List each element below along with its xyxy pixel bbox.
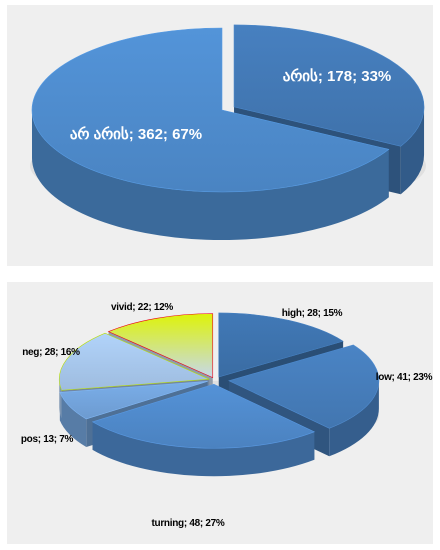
pie-slice-neg [59, 332, 210, 391]
pie-slice-pos [59, 381, 208, 420]
data-label-high: high; 28; 15% [282, 308, 343, 319]
pie-slice-არის [233, 24, 425, 147]
slice-rim-turning [92, 421, 315, 477]
slice-rim-pos [59, 392, 87, 447]
data-label-არის: არის; 178; 33% [283, 68, 392, 85]
data-label-არ არის: არ არის; 362; 67% [70, 126, 202, 143]
chart-panel-2: high; 28; 15% low; 41; 23% turning; 48; 27… [7, 282, 433, 544]
pie-slice-low [228, 344, 380, 429]
chart-panel-1: არის; 178; 33% არ არის; 362; 67% [7, 5, 433, 266]
pie-slice-vivid [107, 313, 214, 379]
pie-chart-2: high; 28; 15% low; 41; 23% turning; 48; 27… [21, 302, 433, 529]
slice-rim-არ არის [32, 110, 389, 240]
pie-slice-turning [91, 383, 316, 449]
data-label-neg: neg; 28; 16% [22, 347, 80, 358]
data-label-turning: turning; 48; 27% [152, 518, 225, 529]
pie-slice-high [218, 312, 344, 378]
pie-slice-არ არის [31, 27, 390, 193]
slice-rim-low [329, 380, 379, 457]
pie-chart-1: არის; 178; 33% არ არის; 362; 67% [30, 24, 426, 240]
data-label-vivid: vivid; 22; 12% [111, 302, 173, 313]
data-label-low: low; 41; 23% [376, 372, 433, 383]
data-label-pos: pos; 13; 7% [21, 434, 74, 445]
slice-rim-არის [400, 106, 425, 195]
